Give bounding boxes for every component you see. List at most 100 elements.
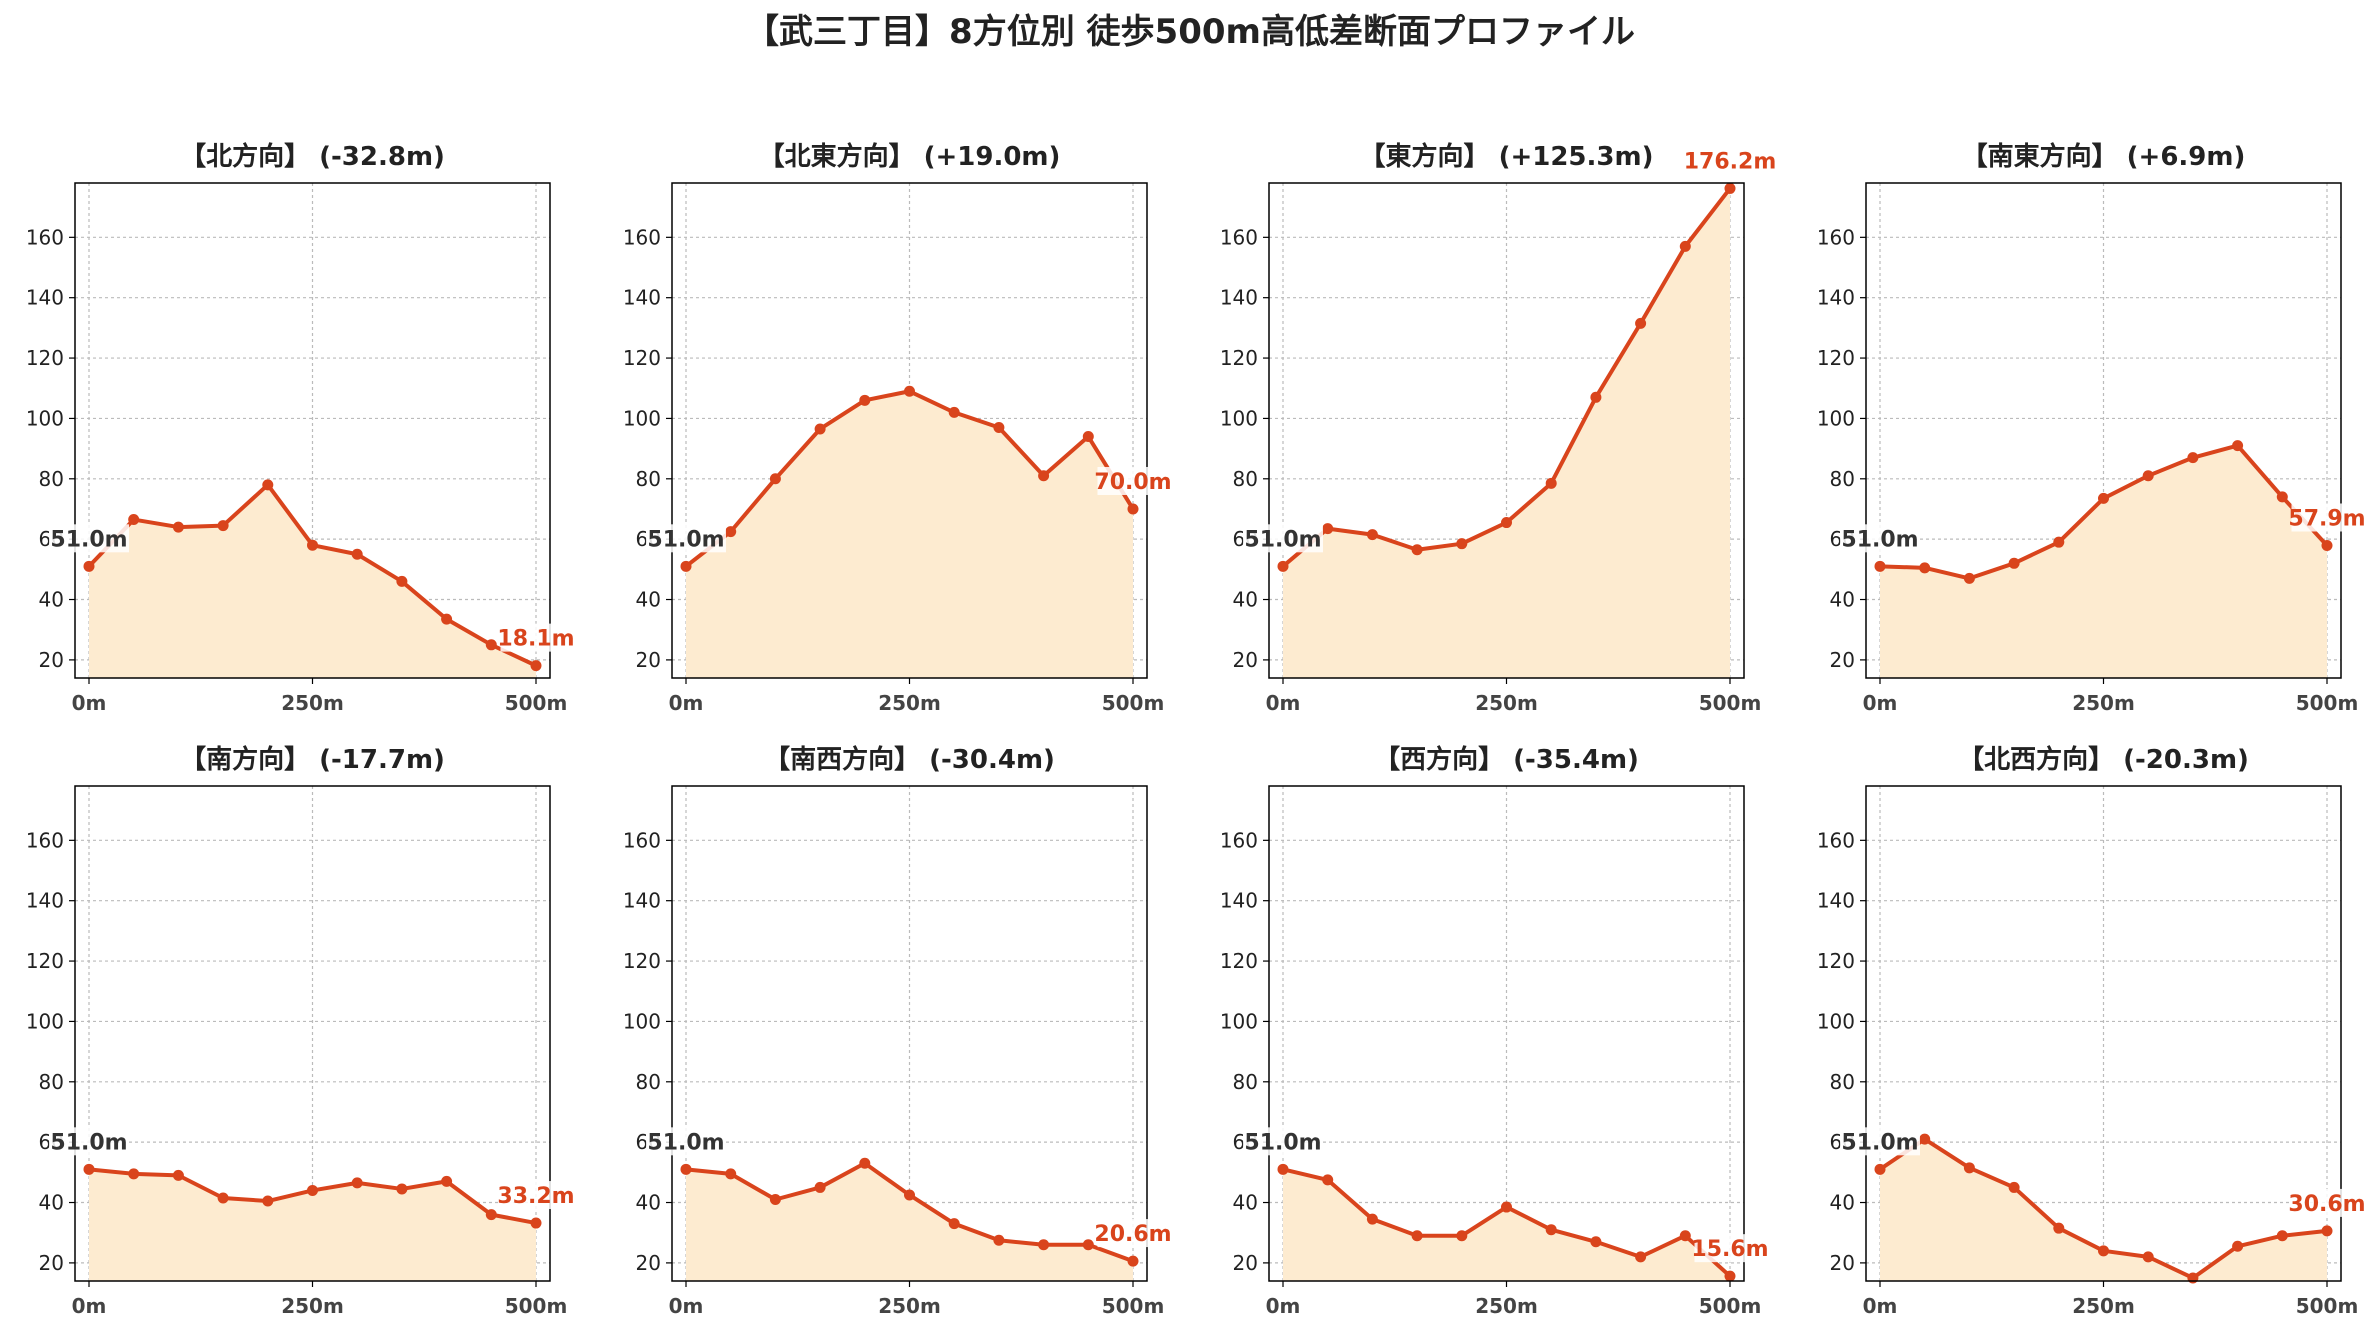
x-tick-label: 0m bbox=[1266, 691, 1301, 715]
area-fill bbox=[1283, 188, 1730, 678]
data-point bbox=[1590, 1236, 1602, 1248]
data-point bbox=[217, 520, 229, 532]
data-point bbox=[307, 539, 318, 551]
start-value-label: 51.0m bbox=[1841, 1130, 1918, 1155]
data-point bbox=[1322, 1174, 1334, 1186]
y-tick-label: 160 bbox=[623, 225, 661, 249]
data-point bbox=[172, 521, 184, 533]
y-tick-label: 80 bbox=[1830, 1070, 1855, 1094]
x-tick-label: 500m bbox=[2296, 1294, 2359, 1318]
end-value-label: 18.1m bbox=[497, 627, 574, 652]
end-value-label: 15.6m bbox=[1691, 1237, 1768, 1262]
y-tick-label: 100 bbox=[1817, 406, 1855, 430]
start-value-label: 51.0m bbox=[647, 527, 724, 552]
y-tick-label: 120 bbox=[26, 949, 64, 973]
axes-frame bbox=[1268, 785, 1745, 1282]
y-tick-label: 140 bbox=[1817, 286, 1855, 310]
data-point bbox=[2053, 536, 2065, 548]
data-point bbox=[769, 473, 781, 485]
data-point bbox=[948, 1218, 960, 1230]
data-point bbox=[2276, 491, 2288, 503]
axes-frame bbox=[1865, 785, 2342, 1282]
y-tick-label: 20 bbox=[636, 648, 661, 672]
y-tick-label: 140 bbox=[623, 889, 661, 913]
axes-frame bbox=[671, 182, 1148, 679]
panel-title: 【南方向】 (-17.7m) bbox=[180, 744, 445, 775]
y-tick-label: 160 bbox=[26, 225, 64, 249]
data-point bbox=[1082, 1239, 1094, 1251]
data-point bbox=[1127, 1255, 1139, 1267]
end-label-bg bbox=[1694, 1234, 1766, 1263]
data-point bbox=[441, 1175, 453, 1187]
area-fill bbox=[686, 391, 1133, 678]
data-point bbox=[2098, 1245, 2109, 1257]
panel-title: 【南西方向】 (-30.4m) bbox=[764, 744, 1055, 775]
data-point bbox=[1501, 517, 1512, 529]
start-label-bg bbox=[49, 1127, 129, 1156]
data-point bbox=[1919, 562, 1931, 574]
data-point bbox=[1277, 1163, 1289, 1175]
panel-title: 【北西方向】 (-20.3m) bbox=[1958, 744, 2249, 775]
y-tick-label: 120 bbox=[623, 949, 661, 973]
x-tick-label: 500m bbox=[2296, 691, 2359, 715]
data-point bbox=[1082, 431, 1094, 443]
y-tick-label: 40 bbox=[1233, 588, 1258, 612]
axes-frame bbox=[74, 182, 551, 679]
y-tick-label: 140 bbox=[623, 286, 661, 310]
x-tick-label: 0m bbox=[669, 691, 704, 715]
end-label-bg bbox=[1097, 1219, 1169, 1248]
data-point bbox=[530, 660, 542, 672]
y-tick-label: 160 bbox=[1817, 828, 1855, 852]
axes-frame bbox=[74, 785, 551, 1282]
y-tick-label: 140 bbox=[1220, 286, 1258, 310]
data-point bbox=[904, 1189, 915, 1201]
end-label-bg bbox=[1097, 466, 1169, 495]
y-tick-label: 140 bbox=[1220, 889, 1258, 913]
data-point bbox=[128, 1168, 140, 1180]
data-point bbox=[307, 1184, 318, 1196]
y-tick-label: 20 bbox=[636, 1251, 661, 1275]
data-point bbox=[1366, 529, 1378, 541]
data-point bbox=[1590, 391, 1602, 403]
end-label-bg bbox=[500, 1181, 572, 1210]
end-label-bg bbox=[2291, 1188, 2363, 1217]
x-tick-label: 250m bbox=[878, 691, 941, 715]
chart-panel-3: 【東方向】 (+125.3m)204060801001201401600m250… bbox=[1220, 141, 1776, 715]
area-fill bbox=[1283, 1169, 1730, 1281]
area-fill bbox=[1880, 445, 2327, 678]
end-value-label: 57.9m bbox=[2288, 506, 2365, 531]
data-point bbox=[2321, 539, 2333, 551]
y-tick-label: 20 bbox=[1830, 648, 1855, 672]
data-point bbox=[351, 548, 363, 560]
y-tick-label: 140 bbox=[26, 286, 64, 310]
figure-title: 【武三丁目】8方位別 徒歩500m高低差断面プロファイル bbox=[745, 12, 1635, 52]
y-tick-label: 80 bbox=[1233, 1070, 1258, 1094]
data-point bbox=[1679, 240, 1691, 252]
data-point bbox=[2232, 440, 2244, 452]
y-tick-label: 100 bbox=[1817, 1009, 1855, 1033]
data-point bbox=[1411, 544, 1423, 556]
data-point bbox=[2142, 470, 2154, 482]
y-tick-label: 80 bbox=[636, 1070, 661, 1094]
data-point bbox=[217, 1192, 229, 1204]
start-value-label: 51.0m bbox=[1244, 527, 1321, 552]
data-point bbox=[814, 1181, 826, 1193]
axes-frame bbox=[1268, 182, 1745, 679]
start-label-bg bbox=[49, 524, 129, 553]
data-point bbox=[2187, 1272, 2199, 1284]
y-tick-label: 100 bbox=[26, 406, 64, 430]
data-point bbox=[396, 1183, 408, 1195]
data-point bbox=[1635, 317, 1647, 329]
data-point bbox=[172, 1169, 184, 1181]
chart-panel-8: 【北西方向】 (-20.3m)204060801001201401600m250… bbox=[1817, 744, 2366, 1318]
x-tick-label: 250m bbox=[2072, 691, 2135, 715]
y-tick-label: 80 bbox=[39, 467, 64, 491]
data-point bbox=[1456, 538, 1468, 550]
data-point bbox=[2276, 1230, 2288, 1242]
area-fill bbox=[89, 1169, 536, 1281]
y-tick-label: 40 bbox=[1233, 1191, 1258, 1215]
start-value-label: 51.0m bbox=[50, 527, 127, 552]
x-tick-label: 0m bbox=[72, 1294, 107, 1318]
y-tick-label: 20 bbox=[1830, 1251, 1855, 1275]
